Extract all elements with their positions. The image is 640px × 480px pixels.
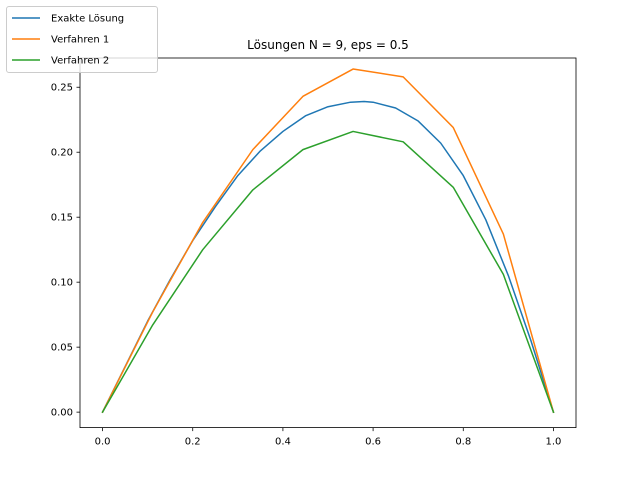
x-axis: 0.0 0.2 0.4 0.6 0.8 1.0: [95, 427, 562, 448]
x-tick-label: 0.0: [95, 437, 111, 448]
x-tick-label: 0.6: [365, 437, 381, 448]
y-tick-label: 0.05: [51, 343, 73, 354]
y-tick-label: 0.00: [51, 408, 73, 419]
chart-title: Lösungen N = 9, eps = 0.5: [247, 38, 409, 52]
y-axis: 0.00 0.05 0.10 0.15 0.20 0.25: [51, 83, 80, 419]
x-tick-label: 0.8: [455, 437, 471, 448]
series-line-3: [101, 130, 555, 414]
legend-label: Verfahren 2: [51, 56, 109, 67]
axes-frame: [79, 57, 577, 429]
y-tick-label: 0.20: [51, 148, 73, 159]
legend: Exakte Lösung Verfahren 1 Verfahren 2: [6, 6, 158, 73]
x-tick-label: 1.0: [546, 437, 562, 448]
y-tick-label: 0.25: [51, 83, 73, 94]
legend-label: Exakte Lösung: [51, 14, 124, 25]
x-tick-label: 0.2: [185, 437, 201, 448]
y-tick-label: 0.15: [51, 213, 73, 224]
legend-box: [6, 6, 158, 73]
legend-label: Verfahren 1: [51, 35, 109, 46]
y-tick-label: 0.10: [51, 278, 73, 289]
series-layer: [101, 68, 555, 414]
series-line-2: [101, 68, 555, 414]
x-tick-label: 0.4: [275, 437, 291, 448]
